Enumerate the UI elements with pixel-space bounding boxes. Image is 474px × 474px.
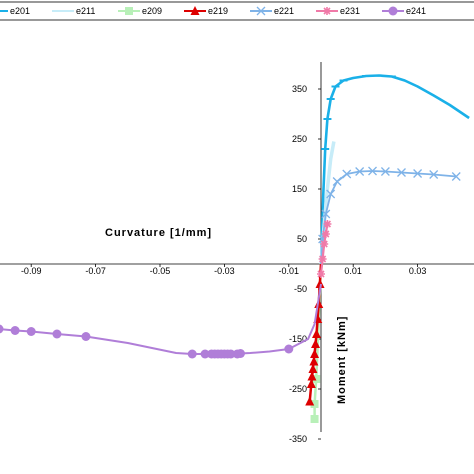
- data-point-marker: [52, 329, 62, 339]
- data-point-marker: [26, 327, 36, 336]
- data-point-marker: [310, 400, 319, 408]
- series-e241: [0, 283, 322, 359]
- data-point-marker: [321, 209, 331, 219]
- legend-item-e221: e221: [250, 6, 294, 16]
- data-point-marker: [305, 396, 315, 406]
- legend-label: e221: [274, 6, 294, 16]
- legend-item-e201: e201: [0, 6, 30, 16]
- data-point-marker: [355, 167, 365, 176]
- series-e231: [317, 220, 332, 278]
- legend-label: e231: [340, 6, 360, 16]
- data-point-marker: [125, 7, 133, 15]
- y-tick-label: 250: [292, 134, 307, 144]
- x-tick-label: -0.05: [150, 266, 171, 276]
- data-point-marker: [413, 169, 423, 178]
- data-point-marker: [306, 379, 316, 388]
- data-point-marker: [309, 356, 319, 366]
- series-e221: [318, 166, 461, 265]
- data-point-marker: [312, 375, 321, 383]
- x-tick-label: -0.09: [21, 266, 42, 276]
- y-tick-label: 150: [292, 184, 307, 194]
- data-point-marker: [342, 169, 352, 179]
- data-point-marker: [226, 349, 236, 359]
- data-point-marker: [368, 166, 377, 176]
- data-point-marker: [388, 6, 398, 16]
- data-point-marker: [323, 7, 331, 15]
- data-point-marker: [397, 168, 406, 177]
- data-point-marker: [0, 324, 4, 334]
- y-tick-label: -250: [289, 384, 307, 394]
- axes: -0.09 -0.07 -0.05 -0.03 -0.01 0.01 0.03 350 250 1…: [0, 62, 474, 444]
- series-line-e241: [0, 283, 322, 355]
- y-tick-label: 50: [297, 234, 307, 244]
- legend-item-e209: e209: [118, 6, 162, 16]
- data-point-marker: [310, 415, 319, 423]
- data-point-marker: [308, 364, 318, 373]
- legend-box: [0, 1, 474, 21]
- x-axis-title: Curvature [1/mm]: [105, 227, 212, 239]
- series-e201: [319, 74, 470, 265]
- y-tick-label: -350: [289, 434, 307, 444]
- data-point-marker: [326, 189, 336, 199]
- data-point-marker: [429, 170, 439, 179]
- legend-item-e211: e211: [52, 6, 95, 16]
- legend-item-e219: e219: [184, 6, 228, 16]
- legend: e201 e211 e209 e219 e221 e231 e241: [0, 1, 474, 21]
- x-tick-label: -0.01: [279, 266, 300, 276]
- y-tick-label: 350: [292, 84, 307, 94]
- legend-label: e201: [10, 6, 30, 16]
- y-axis-title: Moment [kNm]: [336, 316, 348, 404]
- data-point-marker: [320, 240, 329, 248]
- data-point-marker: [323, 220, 332, 228]
- series-line-e201: [319, 74, 470, 265]
- data-point-marker: [318, 255, 327, 263]
- x-tick-label: -0.07: [85, 266, 106, 276]
- data-point-marker: [451, 172, 461, 181]
- x-tick-label: 0.01: [344, 266, 362, 276]
- data-point-marker: [332, 177, 342, 186]
- data-point-marker: [284, 344, 294, 354]
- legend-item-e241: e241: [382, 6, 426, 16]
- series-layer: [0, 74, 470, 423]
- data-point-marker: [190, 6, 200, 15]
- data-point-marker: [236, 349, 245, 358]
- data-point-marker: [200, 349, 210, 359]
- y-tick-label: -50: [294, 284, 307, 294]
- y-tick-label: -150: [289, 334, 307, 344]
- data-point-marker: [315, 279, 325, 288]
- data-point-marker: [380, 167, 390, 176]
- legend-label: e211: [76, 6, 95, 16]
- data-point-marker: [10, 326, 20, 335]
- data-point-marker: [311, 329, 321, 338]
- legend-item-e231: e231: [316, 6, 360, 16]
- x-tick-label: -0.03: [214, 266, 235, 276]
- data-point-marker: [307, 371, 317, 381]
- data-point-marker: [310, 349, 320, 358]
- data-point-marker: [317, 270, 325, 278]
- data-point-marker: [81, 332, 91, 341]
- legend-label: e241: [406, 6, 426, 16]
- legend-label: e209: [142, 6, 162, 16]
- data-point-marker: [256, 6, 266, 16]
- x-tick-label: 0.03: [409, 266, 427, 276]
- data-point-marker: [321, 230, 330, 238]
- data-point-marker: [187, 349, 197, 359]
- legend-label: e219: [208, 6, 228, 16]
- data-point-marker: [311, 339, 321, 348]
